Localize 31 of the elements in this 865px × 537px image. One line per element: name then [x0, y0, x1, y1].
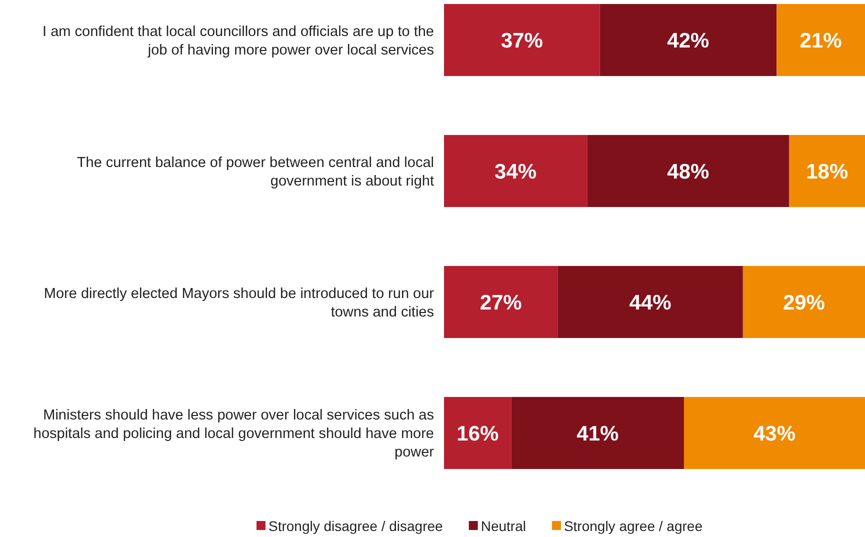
legend-label: Neutral — [480, 518, 526, 534]
bar — [742, 266, 865, 338]
data-label: 41% — [576, 422, 620, 446]
data-label: 48% — [667, 160, 710, 184]
data-label: 29% — [782, 291, 826, 314]
bar — [776, 4, 865, 76]
y-tick-label: Ministers should have less power over local services such as hospitals and policing and local government should have more power — [33, 408, 434, 461]
y-tick-label: The current balance of power between central and local government is about right — [76, 154, 434, 190]
data-label: 34% — [494, 160, 537, 184]
bar — [444, 4, 600, 76]
bar — [789, 134, 865, 208]
bar — [600, 4, 777, 76]
bar — [444, 396, 512, 469]
data-label: 18% — [806, 160, 848, 184]
data-label: 27% — [480, 291, 522, 314]
bar — [558, 266, 743, 338]
bar — [511, 396, 684, 469]
data-label: 42% — [667, 29, 710, 52]
bar — [444, 134, 588, 208]
bar — [444, 266, 558, 338]
bar — [587, 134, 790, 208]
data-label: 21% — [800, 29, 842, 52]
y-tick-label: I am confident that local councillors and officials are up to the job of having more power over local services — [42, 24, 434, 58]
y-tick-label: More directly elected Mayors should be introduced to run our towns and cities — [44, 286, 434, 320]
bar — [684, 396, 865, 469]
data-label: 16% — [456, 422, 500, 446]
data-label: 43% — [753, 422, 796, 446]
data-label: 37% — [500, 29, 544, 52]
legend-label: Strongly agree / agree — [564, 518, 703, 534]
data-label: 44% — [629, 291, 672, 314]
legend-label: Strongly disagree / disagree — [268, 518, 444, 534]
